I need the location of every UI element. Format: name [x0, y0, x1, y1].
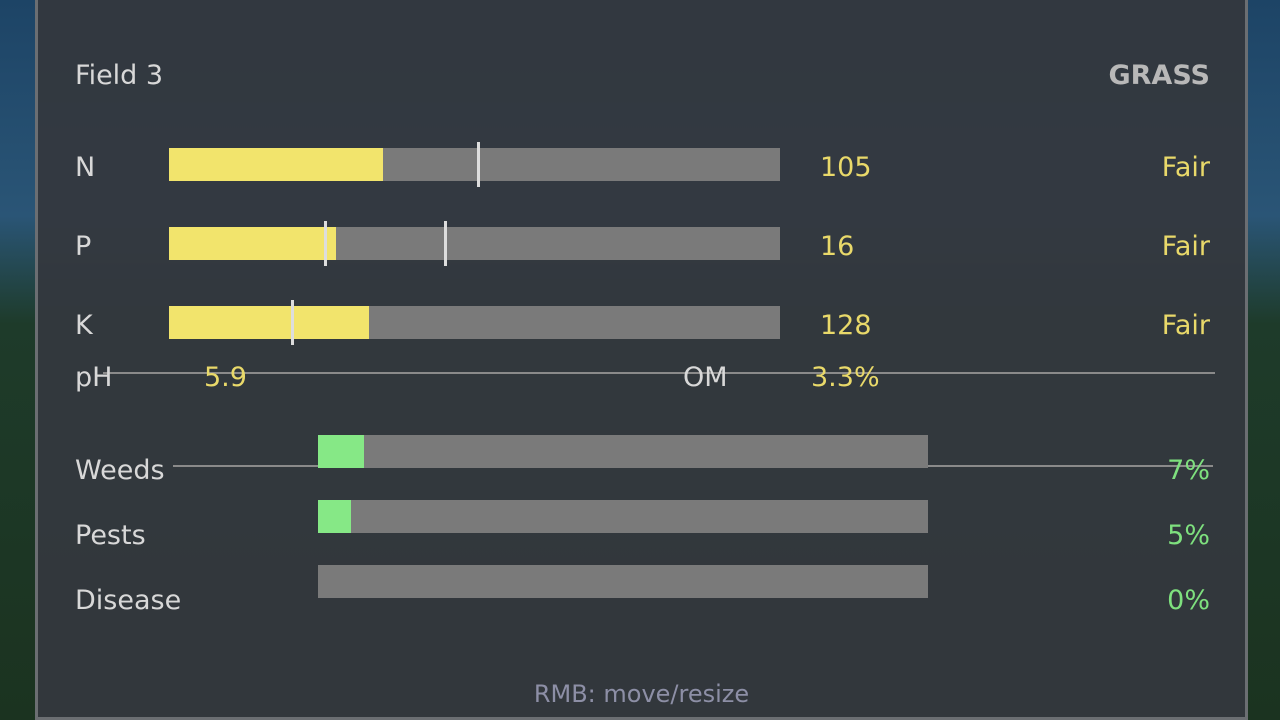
field-info-panel[interactable]: Field 3 GRASS N 105 Fair P 16 Fair K 128 F…	[35, 0, 1248, 720]
threat-bar-fill	[318, 435, 364, 468]
nutrient-bar	[169, 142, 780, 187]
nutrient-value: 105	[820, 152, 872, 183]
target-marker	[291, 300, 295, 345]
nutrient-label: P	[75, 231, 92, 262]
target-marker	[324, 221, 328, 266]
nutrient-status: Fair	[1161, 152, 1210, 183]
nutrient-label: N	[75, 152, 96, 183]
om-value: 3.3%	[811, 362, 880, 393]
threat-value: 5%	[1167, 520, 1210, 551]
field-title: Field 3	[75, 60, 164, 91]
om-label: OM	[683, 362, 728, 393]
ph-value: 5.9	[204, 362, 247, 393]
threat-label: Disease	[75, 585, 182, 616]
threat-value: 0%	[1167, 585, 1210, 616]
nutrient-bar-fill	[169, 227, 336, 260]
threat-value: 7%	[1167, 455, 1210, 486]
nutrient-bar-fill	[169, 148, 383, 181]
nutrient-status: Fair	[1161, 310, 1210, 341]
nutrient-bar	[169, 300, 780, 345]
nutrient-bar-fill	[169, 306, 369, 339]
target-marker	[476, 142, 480, 187]
hint-text: RMB: move/resize	[533, 680, 750, 708]
nutrient-value: 16	[820, 231, 855, 262]
threat-label: Pests	[75, 520, 146, 551]
threat-label: Weeds	[75, 455, 165, 486]
ph-label: pH	[75, 362, 113, 393]
threat-bar	[318, 500, 928, 533]
threat-bar-fill	[318, 500, 351, 533]
divider	[103, 372, 1215, 374]
nutrient-label: K	[75, 310, 93, 341]
threat-bar	[318, 565, 928, 598]
threat-bar	[318, 435, 928, 468]
nutrient-value: 128	[820, 310, 872, 341]
target-marker	[443, 221, 447, 266]
nutrient-bar	[169, 221, 780, 266]
crop-label: GRASS	[1108, 60, 1210, 91]
nutrient-status: Fair	[1161, 231, 1210, 262]
